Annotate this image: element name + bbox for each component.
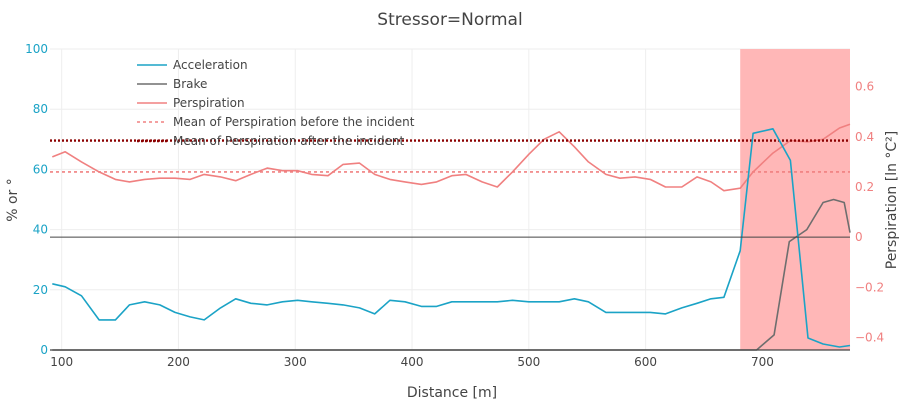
brake-line xyxy=(52,198,851,351)
y-tick-label: 20 xyxy=(33,283,48,297)
y2-tick-label: 0.4 xyxy=(855,130,874,144)
legend-item-brake-label: Brake xyxy=(173,77,207,91)
grid xyxy=(50,48,850,351)
y2-tick-label: −0.4 xyxy=(855,330,884,344)
x-tick-label: 400 xyxy=(401,355,424,369)
y2-tick-label: 0.2 xyxy=(855,180,874,194)
legend-item-acceleration-label: Acceleration xyxy=(173,58,248,72)
series-layer xyxy=(50,123,851,351)
y-tick-label: 0 xyxy=(40,343,48,357)
acceleration-line xyxy=(52,128,851,348)
y2-tick-label: 0.6 xyxy=(855,80,874,94)
y2-tick-label: 0 xyxy=(855,230,863,244)
y-tick-label: 60 xyxy=(33,162,48,176)
perspiration-line xyxy=(52,123,851,192)
x-tick-label: 100 xyxy=(50,355,73,369)
x-axis-label: Distance [m] xyxy=(407,385,497,400)
y2-tick-label: −0.2 xyxy=(855,280,884,294)
x-tick-label: 500 xyxy=(517,355,540,369)
legend: Acceleration Brake Perspiration Mean of Per… xyxy=(137,58,415,148)
y2-axis-label: Perspiration [ln °C²] xyxy=(884,131,900,270)
x-tick-label: 300 xyxy=(284,355,307,369)
y-tick-label: 80 xyxy=(33,102,48,116)
y-axis-label: % or ° xyxy=(5,178,21,222)
x-tick-label: 200 xyxy=(167,355,190,369)
legend-item-mean-before-label: Mean of Perspiration before the incident xyxy=(173,115,415,129)
y-tick-label: 100 xyxy=(25,42,48,56)
x-tick-label: 600 xyxy=(634,355,657,369)
legend-item-mean-after-label: Mean of Perspiration after the incident xyxy=(173,134,404,148)
legend-item-perspiration-label: Perspiration xyxy=(173,96,245,110)
axes: 100 200 300 400 500 600 700 0 20 40 60 80 100 −0.4 −0.… xyxy=(25,42,884,369)
x-tick-label: 700 xyxy=(751,355,774,369)
y-tick-label: 40 xyxy=(33,223,48,237)
chart-title: Stressor=Normal xyxy=(377,10,522,30)
